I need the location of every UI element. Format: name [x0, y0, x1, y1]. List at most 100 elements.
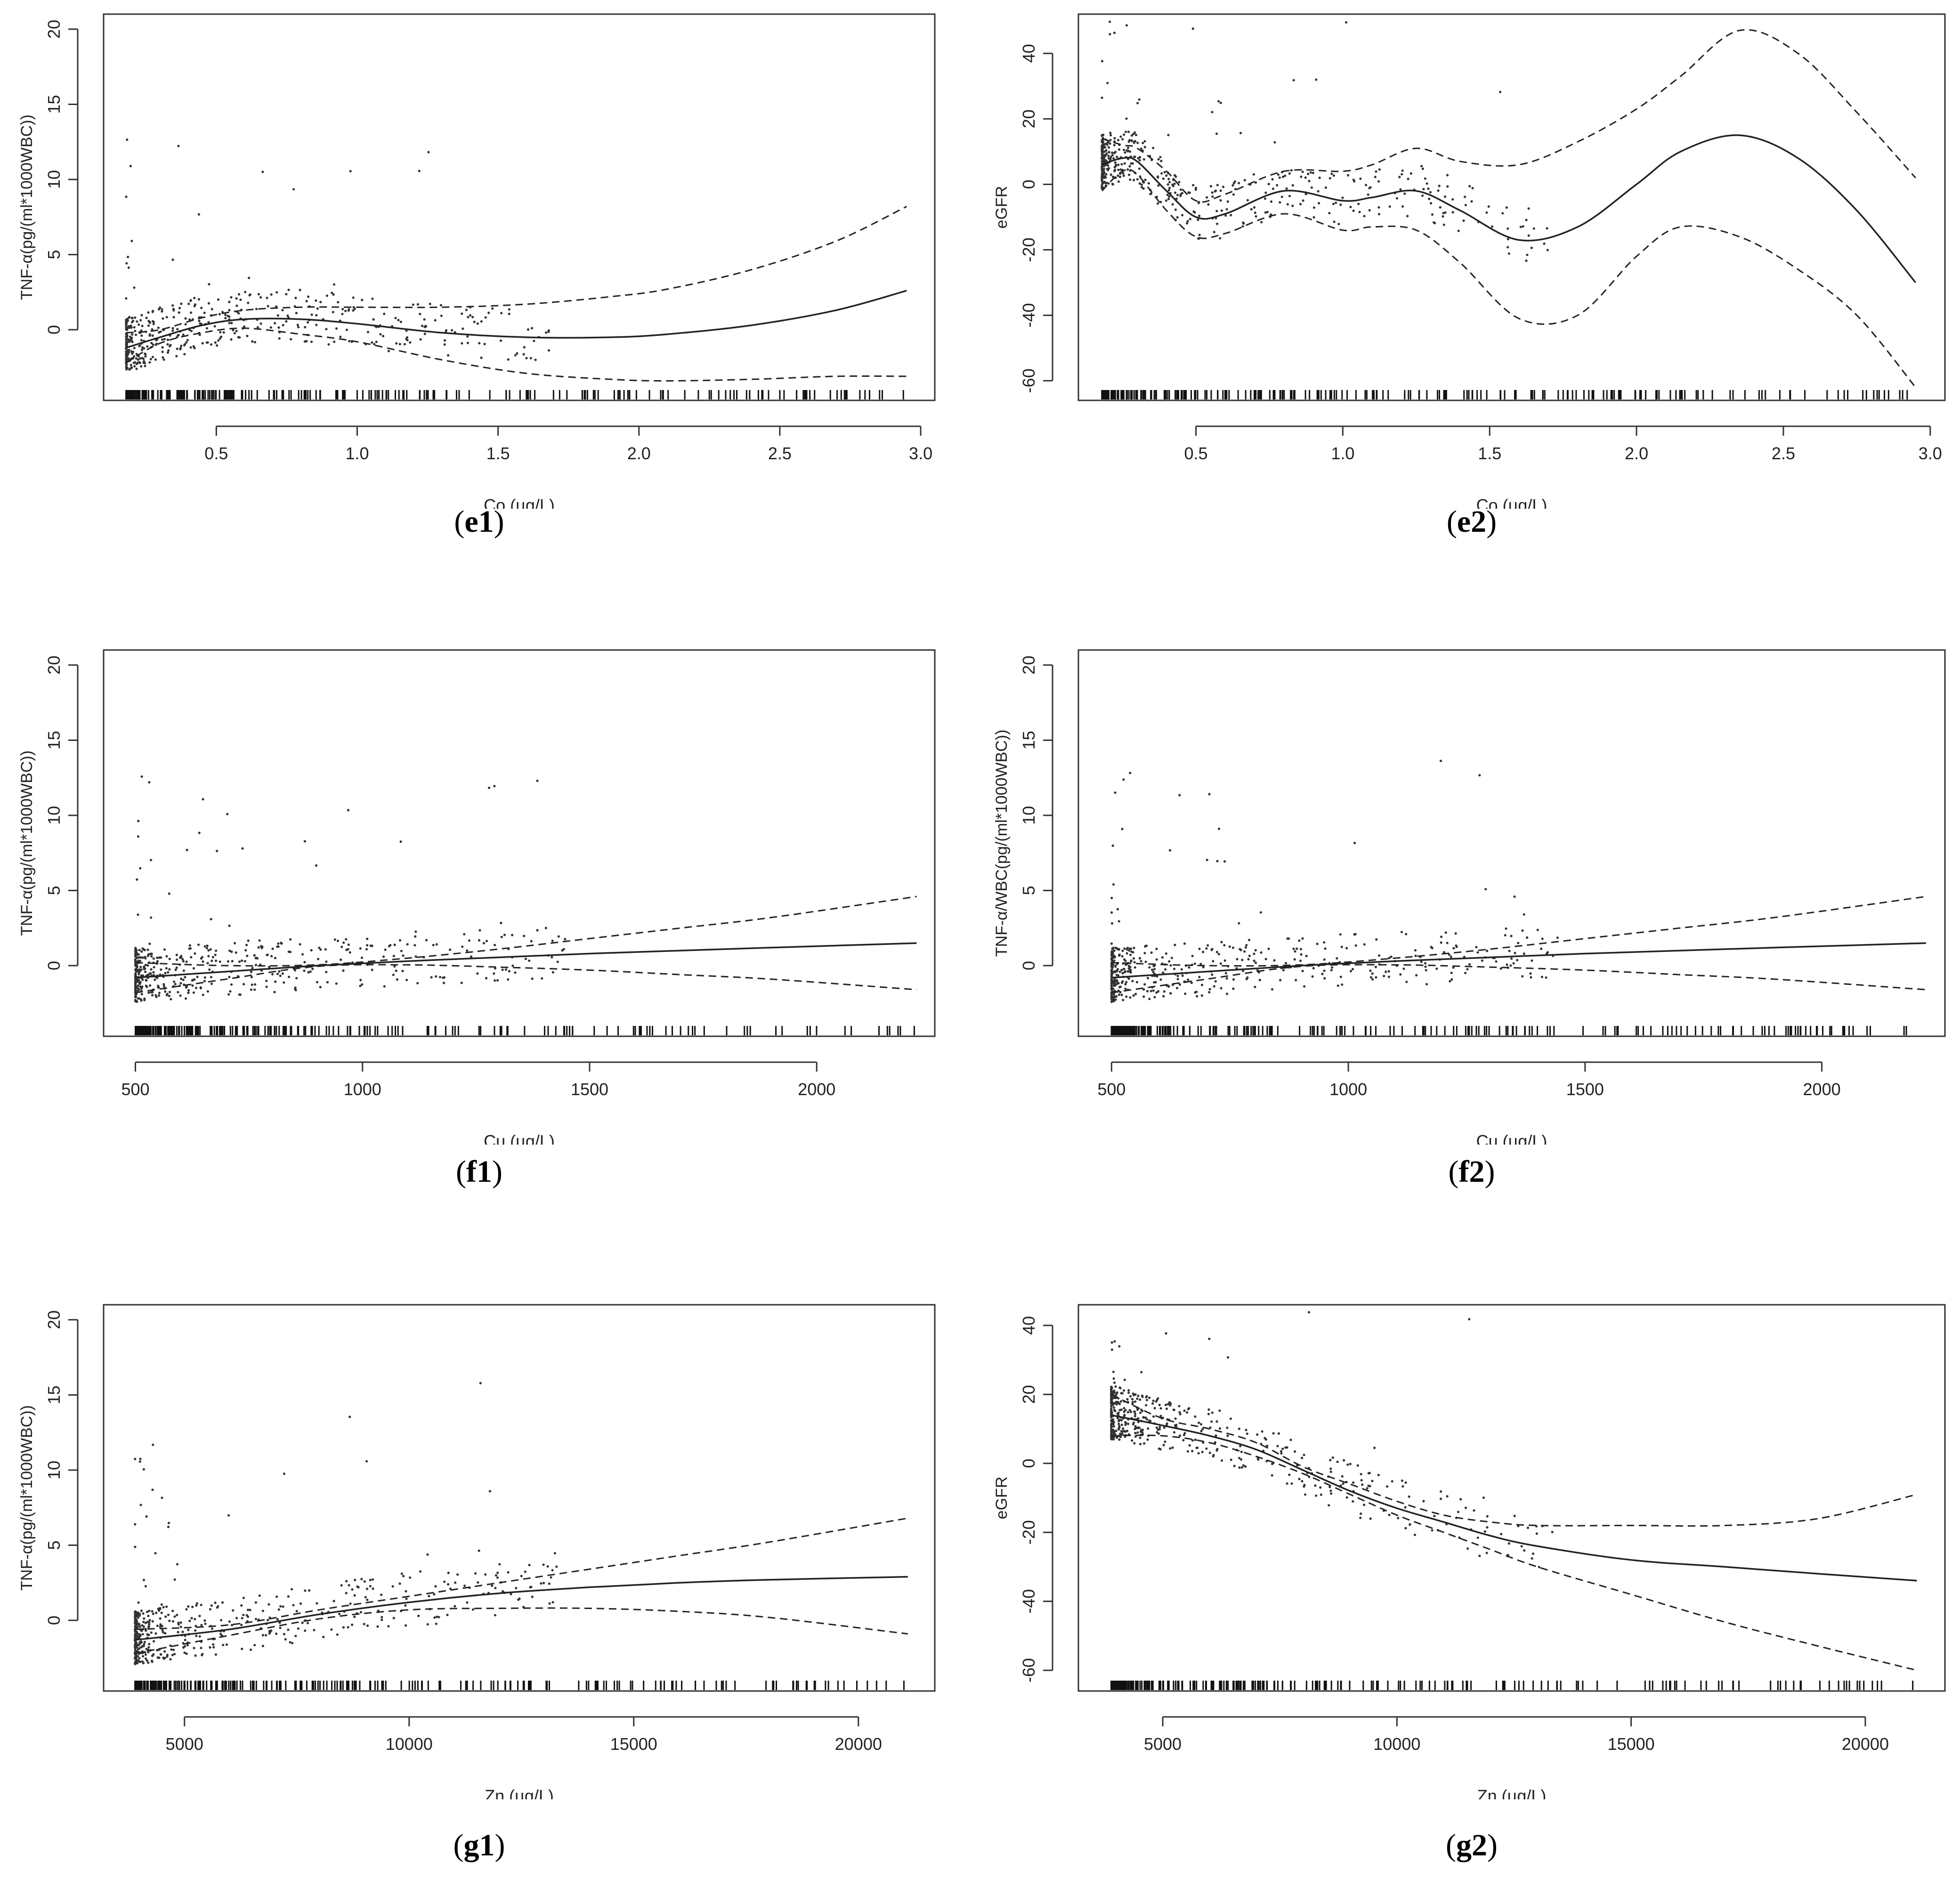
- scatter-point: [426, 1623, 429, 1626]
- scatter-point: [536, 780, 539, 782]
- scatter-point: [1166, 1403, 1170, 1406]
- scatter-point: [366, 944, 369, 947]
- scatter-point: [219, 331, 222, 333]
- scatter-point: [138, 973, 140, 976]
- scatter-point: [1219, 199, 1222, 202]
- scatter-point: [1146, 977, 1150, 980]
- scatter-point: [1113, 1396, 1116, 1399]
- scatter-point: [190, 1617, 193, 1619]
- scatter-point: [1113, 166, 1116, 169]
- scatter-point: [1156, 1431, 1158, 1434]
- scatter-point: [1307, 1311, 1311, 1314]
- scatter-point: [197, 943, 200, 946]
- scatter-point: [155, 962, 158, 965]
- scatter-point: [197, 213, 200, 216]
- scatter-point: [507, 1571, 510, 1574]
- scatter-point: [1485, 950, 1489, 952]
- scatter-point: [1506, 227, 1509, 230]
- scatter-point: [1103, 150, 1106, 153]
- scatter-point: [511, 934, 514, 936]
- scatter-point: [136, 1611, 139, 1614]
- scatter-point: [291, 1642, 294, 1644]
- scatter-point: [433, 1593, 436, 1596]
- scatter-point: [548, 1602, 551, 1605]
- scatter-point: [1197, 1452, 1200, 1455]
- y-tick-label: -40: [1019, 1589, 1038, 1614]
- scatter-point: [1276, 184, 1279, 187]
- scatter-point: [1286, 1482, 1288, 1485]
- scatter-point: [1126, 1423, 1130, 1425]
- scatter-point: [1226, 200, 1229, 203]
- scatter-point: [1457, 229, 1460, 232]
- scatter-point: [1359, 177, 1362, 180]
- scatter-point: [1212, 1455, 1215, 1458]
- scatter-point: [1199, 963, 1202, 966]
- y-tick-label: 5: [44, 886, 64, 895]
- scatter-point: [499, 339, 502, 342]
- scatter-point: [1133, 1410, 1136, 1413]
- scatter-point: [1444, 931, 1447, 934]
- scatter-point: [508, 970, 510, 973]
- scatter-point: [1196, 1447, 1199, 1449]
- scatter-point: [202, 960, 204, 963]
- scatter-point: [1484, 888, 1487, 891]
- scatter-point: [348, 340, 351, 342]
- scatter-point: [435, 943, 438, 946]
- scatter-point: [155, 995, 158, 998]
- scatter-point: [1123, 1378, 1126, 1382]
- scatter-point: [419, 338, 422, 341]
- scatter-point: [1239, 131, 1242, 135]
- scatter-point: [1142, 187, 1145, 190]
- scatter-point: [1117, 1411, 1120, 1414]
- confidence-band-line: [1101, 29, 1916, 203]
- scatter-point: [138, 1657, 141, 1659]
- scatter-point: [399, 840, 402, 843]
- scatter-point: [1258, 979, 1261, 982]
- scatter-point: [316, 958, 320, 960]
- scatter-point: [395, 342, 398, 345]
- scatter-point: [181, 1630, 184, 1634]
- scatter-point: [162, 358, 165, 361]
- scatter-point: [156, 1649, 159, 1651]
- scatter-point: [1173, 967, 1176, 970]
- scatter-point: [531, 327, 534, 330]
- scatter-point: [1462, 219, 1465, 222]
- scatter-point: [1246, 1432, 1248, 1435]
- scatter-point: [1404, 1506, 1407, 1509]
- x-tick-label: 1000: [344, 1080, 381, 1099]
- scatter-point: [208, 968, 211, 971]
- scatter-point: [1113, 956, 1116, 959]
- scatter-point: [243, 325, 246, 328]
- scatter-point: [1377, 180, 1380, 183]
- confidence-band-line: [135, 895, 917, 967]
- scatter-point: [152, 343, 154, 346]
- scatter-point: [1315, 1494, 1318, 1497]
- scatter-point: [246, 1609, 250, 1611]
- scatter-point: [224, 313, 227, 317]
- scatter-point: [1151, 146, 1155, 149]
- scatter-point: [261, 1644, 265, 1647]
- scatter-point: [178, 311, 180, 314]
- scatter-point: [202, 798, 204, 801]
- scatter-point: [137, 1601, 140, 1604]
- scatter-point: [1289, 1439, 1292, 1441]
- scatter-point: [1225, 992, 1229, 995]
- scatter-point: [1286, 203, 1289, 206]
- scatter-point: [1487, 205, 1490, 208]
- scatter-point: [136, 987, 139, 990]
- scatter-point: [209, 1608, 212, 1611]
- scatter-point: [1353, 180, 1356, 183]
- scatter-point: [195, 1602, 198, 1605]
- scatter-point: [1114, 151, 1117, 154]
- scatter-point: [1194, 188, 1197, 191]
- scatter-point: [1168, 960, 1171, 963]
- panel-caption-label: f1: [466, 1154, 492, 1189]
- scatter-point: [409, 341, 412, 344]
- scatter-point: [1388, 205, 1391, 208]
- scatter-point: [1167, 134, 1170, 137]
- scatter-point: [1261, 1430, 1263, 1433]
- scatter-point: [1230, 214, 1232, 217]
- scatter-point: [213, 325, 216, 328]
- confidence-band-line: [1101, 169, 1916, 388]
